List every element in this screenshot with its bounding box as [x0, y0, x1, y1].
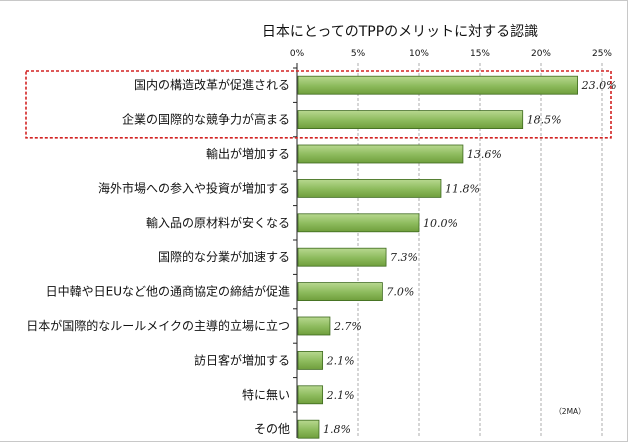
category-label: 日本が国際的なルールメイクの主導的立場に立つ: [26, 318, 290, 333]
category-label: 特に無い: [242, 387, 290, 402]
bar: [297, 350, 324, 370]
data-label: 23.0%: [581, 79, 617, 92]
category-label: 海外市場への参入や投資が増加する: [98, 180, 290, 195]
x-tick-label: 20%: [531, 49, 551, 59]
category-label: 訪日客が増加する: [194, 352, 290, 367]
bar: [297, 110, 524, 129]
x-tick-label: 15%: [470, 49, 490, 59]
highlight-layer: [25, 70, 612, 139]
bar: [297, 144, 464, 164]
source-note: （2MA）: [554, 407, 585, 416]
data-label: 18.5%: [527, 114, 562, 127]
x-tick-label: 10%: [409, 49, 429, 59]
data-label: 2.1%: [326, 354, 355, 367]
category-label: 日中韓や日EUなど他の通商協定の締結が促進: [46, 284, 290, 299]
bar: [297, 247, 387, 267]
data-label: 11.8%: [445, 182, 480, 195]
category-label: 輸出が増加する: [206, 146, 290, 161]
category-label: その他: [254, 422, 290, 436]
category-labels: 国内の構造改革が促進される企業の国際的な競争力が高まる輸出が増加する海外市場への…: [26, 77, 290, 436]
x-tick-label: 0%: [290, 49, 305, 59]
x-axis-ticks: 0% 5% 10% 15% 20% 25%: [290, 49, 613, 59]
value-labels: 23.0% 18.5% 13.6% 11.8% 10.0% 7.3% 7.0% 2.7% 2.1…: [323, 79, 617, 436]
data-label: 7.0%: [386, 286, 414, 299]
bar: [297, 419, 320, 439]
data-label: 13.6%: [467, 148, 502, 161]
x-tick-label: 25%: [592, 49, 612, 59]
data-label: 2.1%: [326, 389, 355, 402]
data-label: 1.8%: [323, 423, 351, 436]
highlight-box: [25, 70, 612, 139]
bar: [297, 213, 420, 233]
category-label: 国際的な分業が加速する: [158, 249, 290, 264]
data-label: 2.7%: [333, 320, 362, 333]
data-label: 7.3%: [390, 251, 418, 264]
bar: [297, 385, 324, 405]
bar: [297, 178, 442, 198]
category-label: 輸入品の原材料が安くなる: [146, 215, 290, 230]
category-label: 企業の国際的な競争力が高まる: [122, 112, 290, 127]
bars: [297, 75, 579, 439]
category-label: 国内の構造改革が促進される: [134, 77, 290, 92]
bar: [297, 75, 579, 95]
chart-title: 日本にとってのTPPのメリットに対する認識: [262, 24, 538, 40]
bar: [297, 316, 331, 336]
bar: [297, 282, 383, 302]
x-tick-label: 5%: [351, 49, 366, 59]
data-label: 10.0%: [423, 217, 458, 230]
